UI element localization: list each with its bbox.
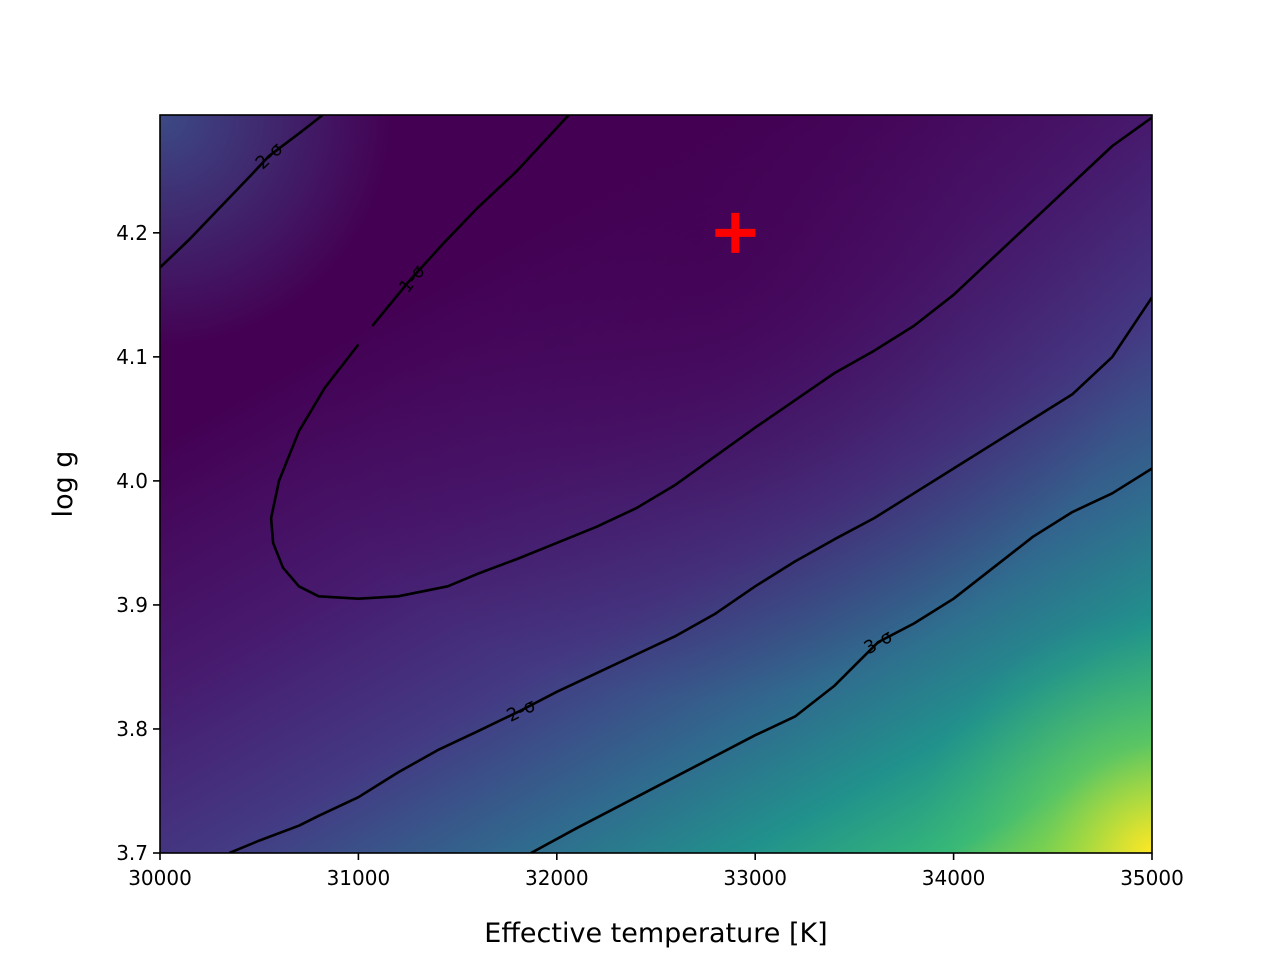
x-tick-label: 33000 bbox=[723, 866, 787, 890]
contour-line bbox=[228, 296, 1152, 853]
y-axis-label: log g bbox=[48, 451, 79, 518]
x-tick-label: 30000 bbox=[128, 866, 192, 890]
heatmap-bottom-right bbox=[160, 115, 1152, 853]
y-axis-ticks: 3.7 3.8 3.9 4.0 4.1 4.2 bbox=[116, 221, 160, 865]
contours bbox=[160, 115, 1152, 853]
contour-line bbox=[530, 467, 1152, 853]
x-tick-label: 32000 bbox=[525, 866, 589, 890]
x-axis-ticks: 30000 31000 32000 33000 34000 35000 bbox=[128, 853, 1184, 890]
heatmap bbox=[160, 115, 1152, 853]
x-axis-label: Effective temperature [K] bbox=[484, 918, 827, 949]
y-tick-label: 3.7 bbox=[116, 841, 148, 865]
contour-line bbox=[269, 116, 1152, 600]
y-tick-label: 3.9 bbox=[116, 593, 148, 617]
x-tick-label: 34000 bbox=[922, 866, 986, 890]
contour-line bbox=[371, 115, 570, 327]
best-fit-marker bbox=[715, 212, 756, 253]
x-tick-label: 35000 bbox=[1120, 866, 1184, 890]
contour-line bbox=[160, 115, 324, 269]
y-tick-label: 4.2 bbox=[116, 221, 148, 245]
y-tick-label: 3.8 bbox=[116, 717, 148, 741]
plot-frame bbox=[159, 114, 1153, 854]
y-tick-label: 4.0 bbox=[116, 469, 148, 493]
y-tick-label: 4.1 bbox=[116, 345, 148, 369]
x-tick-label: 31000 bbox=[327, 866, 391, 890]
